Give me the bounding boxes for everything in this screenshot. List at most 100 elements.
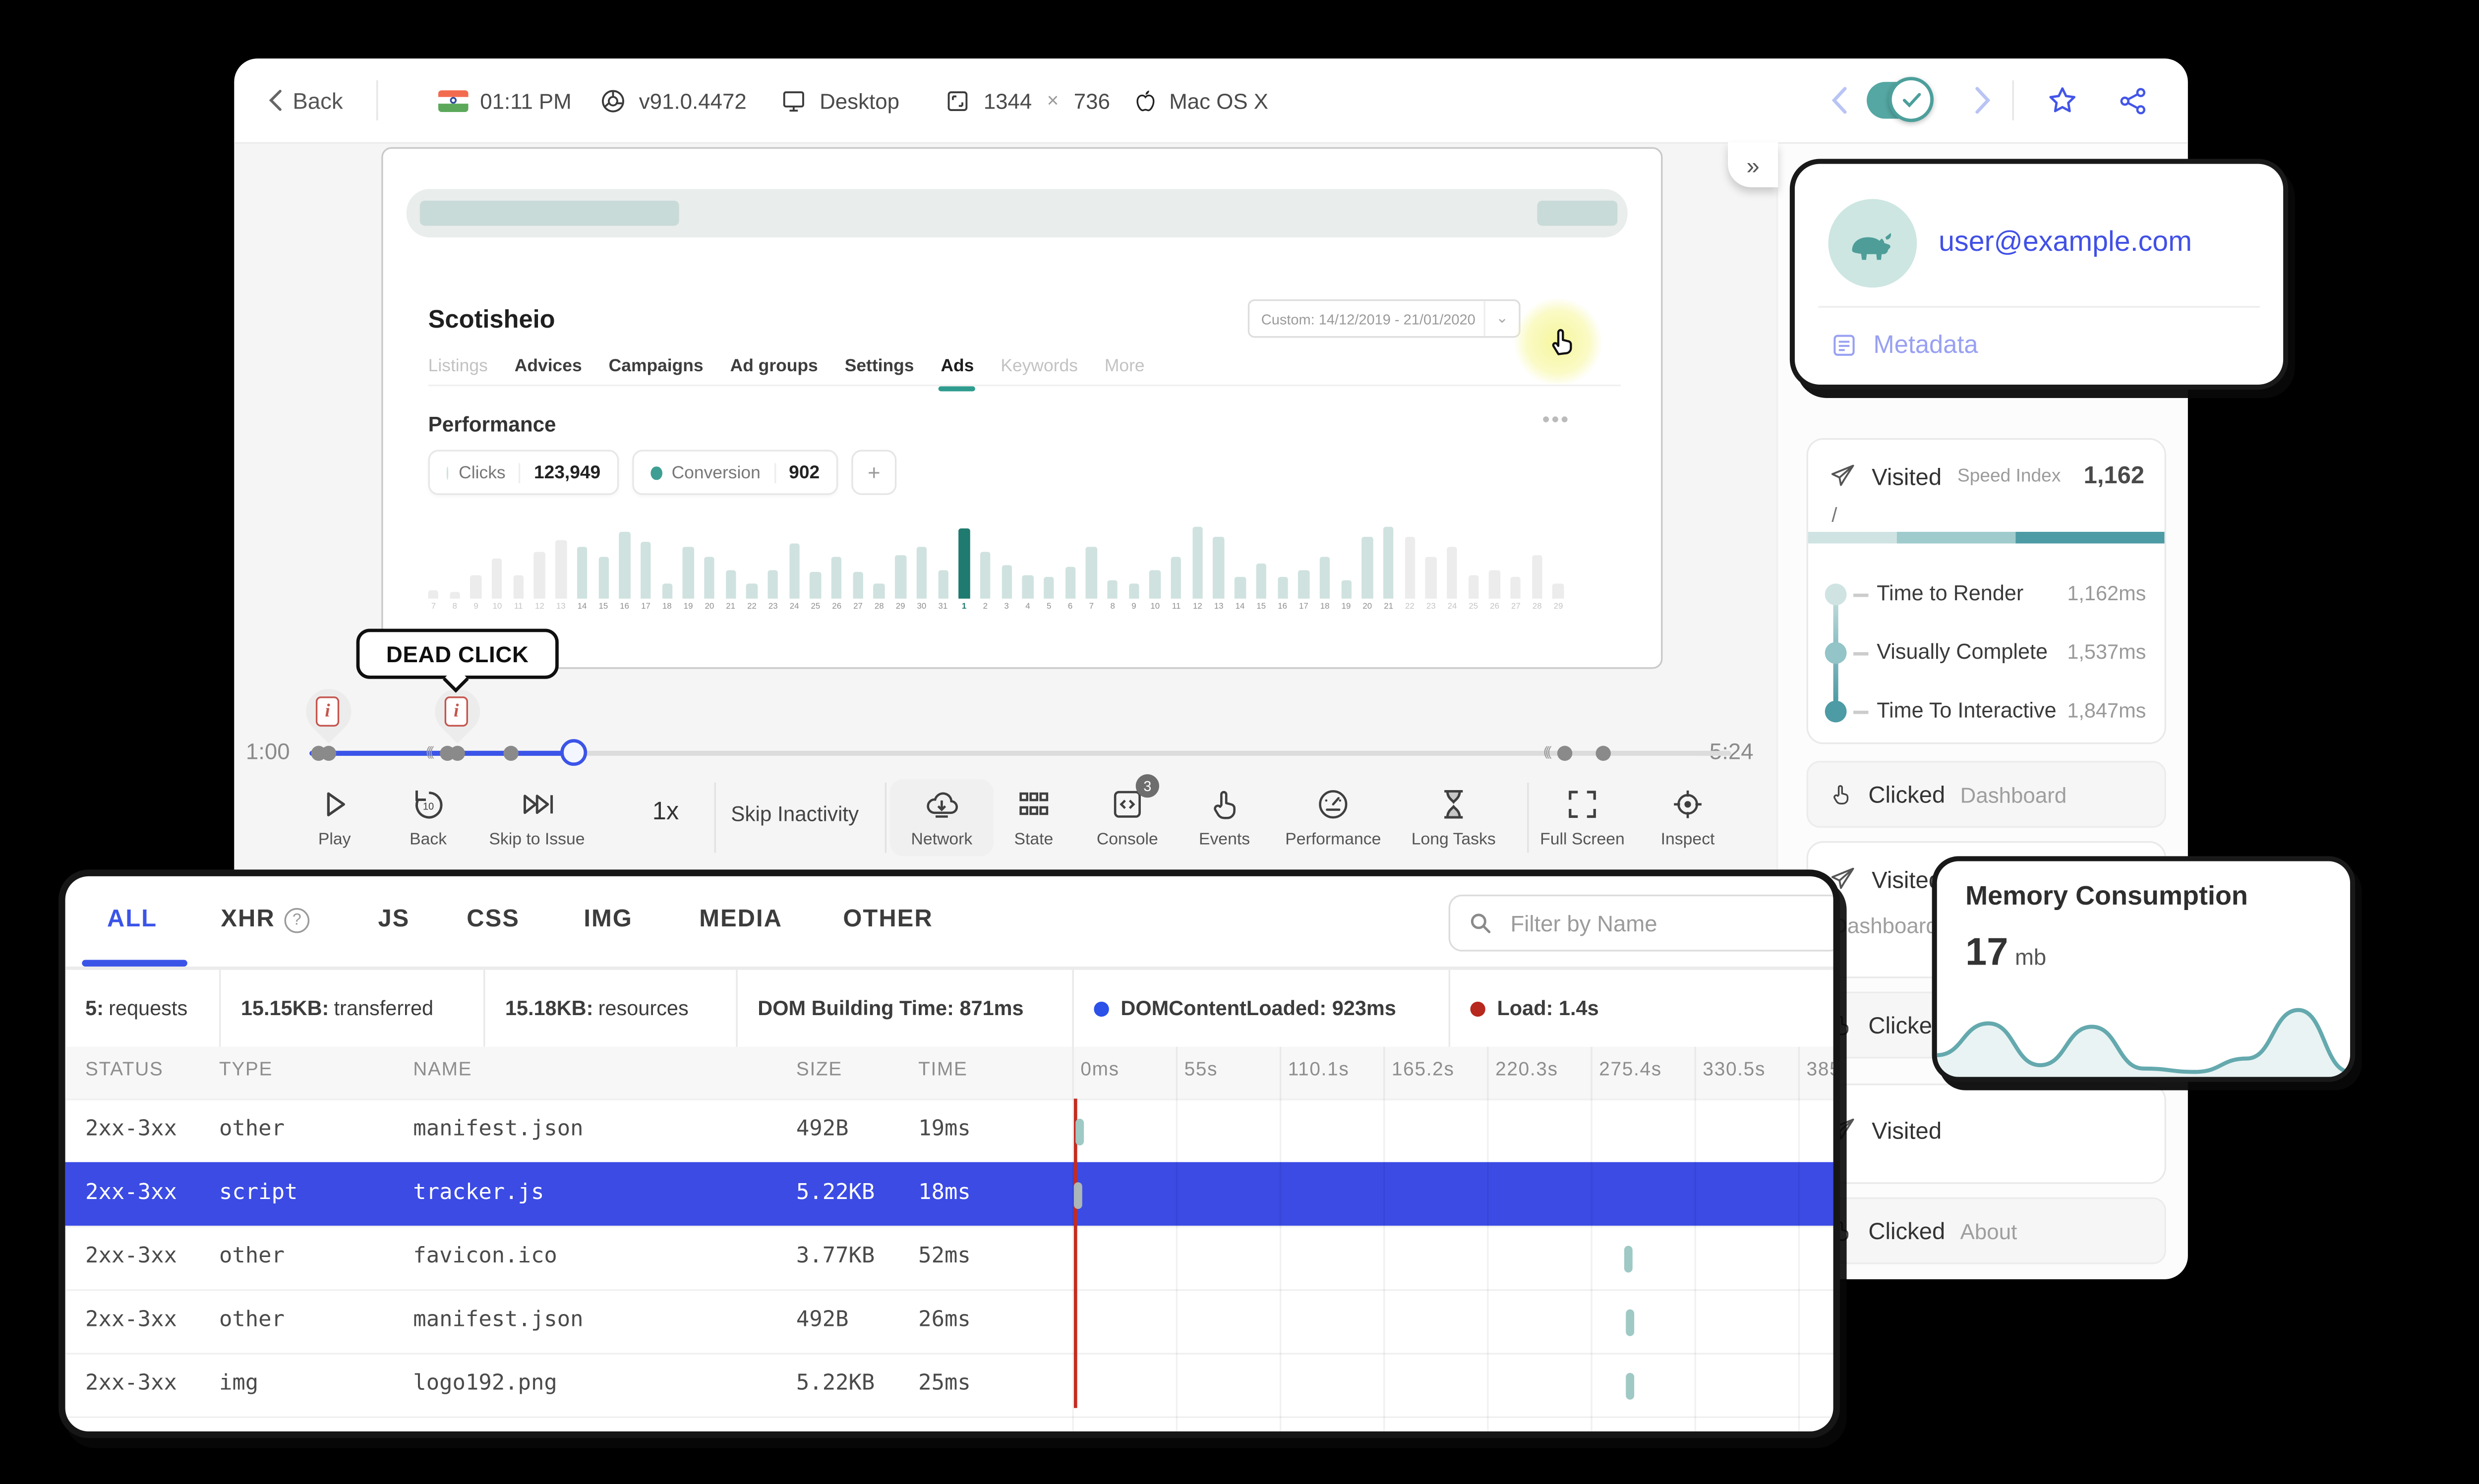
timeline-playhead[interactable] bbox=[560, 739, 588, 766]
network-tab-xhr[interactable]: XHR bbox=[221, 906, 275, 933]
check-icon bbox=[1888, 77, 1934, 122]
chart-x-label: 12 bbox=[1192, 602, 1202, 612]
section-title: Performance bbox=[428, 413, 556, 437]
events-button[interactable]: Events bbox=[1173, 779, 1276, 856]
network-request-row[interactable]: 2xx-3xx other favicon.ico 3.77KB 52ms bbox=[65, 1225, 1833, 1289]
next-session-button[interactable] bbox=[1964, 82, 2001, 118]
chart-x-label: 23 bbox=[1426, 602, 1436, 612]
play-icon bbox=[316, 786, 353, 823]
playback-speed-button[interactable]: 1x bbox=[652, 798, 679, 826]
event-row-clicked-about[interactable]: Clicked About bbox=[1806, 1197, 2166, 1264]
filter-input[interactable] bbox=[1507, 909, 1825, 937]
cell-type: img bbox=[219, 1371, 259, 1397]
control-label: Play bbox=[318, 831, 351, 850]
metadata-button[interactable]: Metadata bbox=[1830, 331, 1978, 359]
site-tab-advices[interactable]: Advices bbox=[514, 356, 582, 377]
waterfall-tick-label: 0ms bbox=[1080, 1060, 1120, 1081]
network-stat: DOMContentLoaded: 923ms bbox=[1072, 970, 1449, 1047]
chart-bar bbox=[619, 531, 630, 599]
chart-bar bbox=[916, 547, 927, 599]
chart-bar bbox=[1171, 557, 1182, 599]
waterfall-bar bbox=[1073, 1182, 1082, 1209]
visited-path: / bbox=[1831, 503, 1837, 527]
back-button[interactable]: 10 Back bbox=[376, 779, 480, 856]
network-request-row[interactable]: 2xx-3xx script tracker.js 5.22KB 18ms bbox=[65, 1162, 1833, 1226]
event-ripple-icon: ((( bbox=[1543, 744, 1551, 759]
chart-x-axis-labels: 7 8 9 10 11 12 13 14 15 16 17 18 19 20 21 22 23 24 25 26 27 2… bbox=[428, 602, 1583, 612]
stat-bold: 5: bbox=[85, 996, 104, 1020]
monitor-icon bbox=[779, 86, 808, 114]
network-tab-js[interactable]: JS bbox=[378, 906, 410, 933]
event-row-clicked-dashboard[interactable]: Clicked Dashboard bbox=[1806, 761, 2166, 828]
column-header-size: SIZE bbox=[796, 1060, 842, 1081]
visited-event-card[interactable]: Visited Speed Index 1,162 / Time to Rend… bbox=[1806, 438, 2166, 744]
control-label: Full Screen bbox=[1540, 831, 1625, 850]
network-request-row[interactable]: 2xx-3xx img logo192.png 5.22KB 25ms bbox=[65, 1353, 1833, 1416]
site-tab-ads[interactable]: Ads bbox=[939, 356, 976, 392]
help-icon[interactable]: ? bbox=[284, 908, 310, 933]
long-tasks-button[interactable]: Long Tasks bbox=[1402, 779, 1505, 856]
network-stat: 15.18KB: resources bbox=[483, 970, 736, 1047]
skip-to-issue-button[interactable]: Skip to Issue bbox=[485, 779, 589, 856]
date-range-dropdown[interactable]: Custom: 14/12/2019 - 21/01/2020 ⌄ bbox=[1247, 299, 1521, 338]
chart-bar bbox=[937, 570, 948, 599]
chart-x-label: 20 bbox=[1362, 602, 1372, 612]
chart-x-label: 28 bbox=[874, 602, 884, 612]
network-tab-img[interactable]: IMG bbox=[584, 906, 633, 933]
status-dot bbox=[1470, 1001, 1485, 1016]
chart-x-label: 19 bbox=[683, 602, 693, 612]
screen-resolution: 1344 × 736 bbox=[944, 58, 1110, 142]
network-button[interactable]: Network bbox=[889, 779, 994, 856]
collapse-sidebar-button[interactable]: » bbox=[1728, 142, 1778, 187]
network-stat: DOM Building Time: 871ms bbox=[736, 970, 1072, 1047]
controls-divider bbox=[885, 782, 887, 853]
site-tab-campaigns[interactable]: Campaigns bbox=[608, 356, 704, 377]
favorite-star-button[interactable] bbox=[2044, 82, 2081, 118]
cell-size: 5.22KB bbox=[796, 1371, 875, 1397]
network-tab-media[interactable]: MEDIA bbox=[699, 906, 782, 933]
active-tab-underline bbox=[82, 960, 187, 967]
share-button[interactable] bbox=[2114, 82, 2151, 118]
autoplay-toggle[interactable] bbox=[1867, 77, 1934, 122]
hand-pointer-icon bbox=[1828, 781, 1853, 808]
metric-chip-conversion[interactable]: Conversion 902 bbox=[632, 450, 838, 495]
network-request-row[interactable]: 2xx-3xx other manifest.json 492B 19ms bbox=[65, 1098, 1833, 1162]
network-tab-css[interactable]: CSS bbox=[467, 906, 520, 933]
fullscreen-icon bbox=[1564, 786, 1600, 823]
chart-x-label: 13 bbox=[556, 602, 566, 612]
event-row-visited[interactable]: Visited bbox=[1806, 1084, 2166, 1184]
chart-x-label: 26 bbox=[832, 602, 842, 612]
console-button[interactable]: 3 Console bbox=[1075, 774, 1179, 856]
site-tab-settings[interactable]: Settings bbox=[844, 356, 914, 377]
network-request-row[interactable]: 2xx-3xx other manifest.json 492B 26ms bbox=[65, 1289, 1833, 1353]
back-button[interactable]: Back bbox=[268, 58, 343, 142]
site-tab-keywords[interactable]: Keywords bbox=[1001, 356, 1078, 377]
chart-x-label: 8 bbox=[1110, 602, 1115, 612]
console-icon: 3 bbox=[1109, 774, 1159, 823]
more-options-icon[interactable]: ••• bbox=[1542, 406, 1570, 432]
control-label: Performance bbox=[1285, 831, 1381, 850]
metric-chip-clicks[interactable]: Clicks 123,949 bbox=[428, 450, 619, 495]
chart-bar bbox=[513, 575, 524, 599]
play-button[interactable]: Play bbox=[283, 779, 386, 856]
inspect-button[interactable]: Inspect bbox=[1636, 779, 1739, 856]
skip-inactivity-toggle[interactable]: Skip Inactivity bbox=[731, 802, 859, 826]
state-button[interactable]: State bbox=[982, 779, 1085, 856]
network-tab-all[interactable]: ALL bbox=[107, 906, 158, 933]
previous-session-button[interactable] bbox=[1820, 82, 1857, 118]
chart-bar bbox=[1149, 570, 1161, 599]
full-screen-button[interactable]: Full Screen bbox=[1531, 779, 1634, 856]
user-card: user@example.com Metadata bbox=[1789, 159, 2289, 390]
resolution-separator: × bbox=[1047, 88, 1059, 113]
site-tab-more[interactable]: More bbox=[1104, 356, 1145, 377]
paper-plane-icon bbox=[1828, 864, 1856, 893]
network-tab-other[interactable]: OTHER bbox=[843, 906, 933, 933]
chart-x-label: 11 bbox=[1172, 602, 1181, 612]
site-tab-ad-groups[interactable]: Ad groups bbox=[730, 356, 818, 377]
chart-bar bbox=[1043, 576, 1055, 599]
performance-button[interactable]: Performance bbox=[1281, 779, 1385, 856]
timeline-track[interactable]: (((((( bbox=[309, 739, 1731, 766]
site-tab-listings[interactable]: Listings bbox=[428, 356, 488, 377]
speed-index-value: 1,162 bbox=[2083, 463, 2145, 490]
add-metric-button[interactable]: + bbox=[851, 450, 897, 495]
